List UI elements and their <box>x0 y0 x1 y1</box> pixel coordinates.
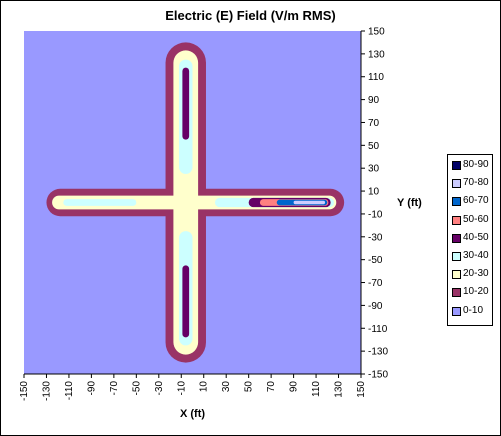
x-tick-label: -30 <box>154 381 165 396</box>
legend-swatch <box>452 215 461 225</box>
x-tick-label: 130 <box>334 381 345 398</box>
legend-label: 30-40 <box>463 250 489 261</box>
legend-swatch <box>452 233 461 243</box>
x-tick-label: 150 <box>356 381 367 398</box>
legend-label: 20-30 <box>463 268 489 280</box>
legend-label: 10-20 <box>463 286 489 298</box>
y-tick-label: 70 <box>368 118 380 129</box>
x-tick-label: -130 <box>41 381 52 401</box>
y-tick-label: -110 <box>368 324 388 335</box>
legend-swatch <box>452 252 461 261</box>
x-tick-label: 90 <box>289 381 300 393</box>
x-tick-label: 50 <box>244 381 255 393</box>
y-tick-label: -50 <box>368 255 383 266</box>
y-tick-label: 50 <box>368 141 380 152</box>
y-axis-label: Y (ft) <box>397 197 422 209</box>
y-tick-label: 110 <box>368 72 384 83</box>
y-tick-label: 10 <box>368 187 380 198</box>
contour-band-30-40-4 <box>63 199 137 206</box>
y-tick-label: 30 <box>368 164 380 175</box>
contour-band-70-80-13 <box>293 200 326 205</box>
x-tick-label: 70 <box>266 381 277 393</box>
legend-swatch <box>452 179 461 189</box>
x-axis-label: X (ft) <box>180 408 206 420</box>
contour-band-40-50-10 <box>182 67 190 140</box>
y-tick-label: -10 <box>368 209 383 220</box>
chart-title: Electric (E) Field (V/m RMS) <box>165 8 336 23</box>
legend-label: 50-60 <box>463 213 489 225</box>
y-tick-label: -30 <box>368 232 383 243</box>
x-tick-label: 10 <box>199 381 210 393</box>
legend-label: 80-90 <box>463 159 489 170</box>
x-tick-label: -50 <box>131 381 142 396</box>
y-tick-label: -130 <box>368 347 388 358</box>
y-tick-label: -70 <box>368 278 383 289</box>
x-tick-label: -10 <box>176 381 187 396</box>
x-tick-label: 30 <box>221 381 232 393</box>
y-tick-label: 150 <box>368 27 385 38</box>
legend-swatch <box>452 161 461 170</box>
x-tick-label: 110 <box>311 381 322 397</box>
y-tick-label: -150 <box>368 370 388 381</box>
legend-label: 70-80 <box>463 177 489 189</box>
y-tick-label: 130 <box>368 49 385 60</box>
legend-swatch <box>452 288 461 298</box>
x-tick-label: -90 <box>86 381 97 396</box>
x-tick-label: -70 <box>109 381 120 396</box>
legend-label: 60-70 <box>463 195 489 207</box>
y-tick-label: -90 <box>368 301 383 312</box>
x-tick-label: -110 <box>64 381 75 401</box>
legend-label: 40-50 <box>463 231 489 243</box>
legend-label: 0-10 <box>463 304 484 316</box>
x-tick-label: -150 <box>19 381 30 401</box>
y-tick-label: 90 <box>368 95 380 106</box>
legend-swatch <box>452 197 461 207</box>
contour-band-40-50-9 <box>182 265 190 338</box>
legend-swatch <box>452 270 461 280</box>
legend: 80-90 70-80 60-70 50-60 40-50 30-40 20-30 10-20… <box>447 154 493 326</box>
legend-swatch <box>452 306 461 316</box>
